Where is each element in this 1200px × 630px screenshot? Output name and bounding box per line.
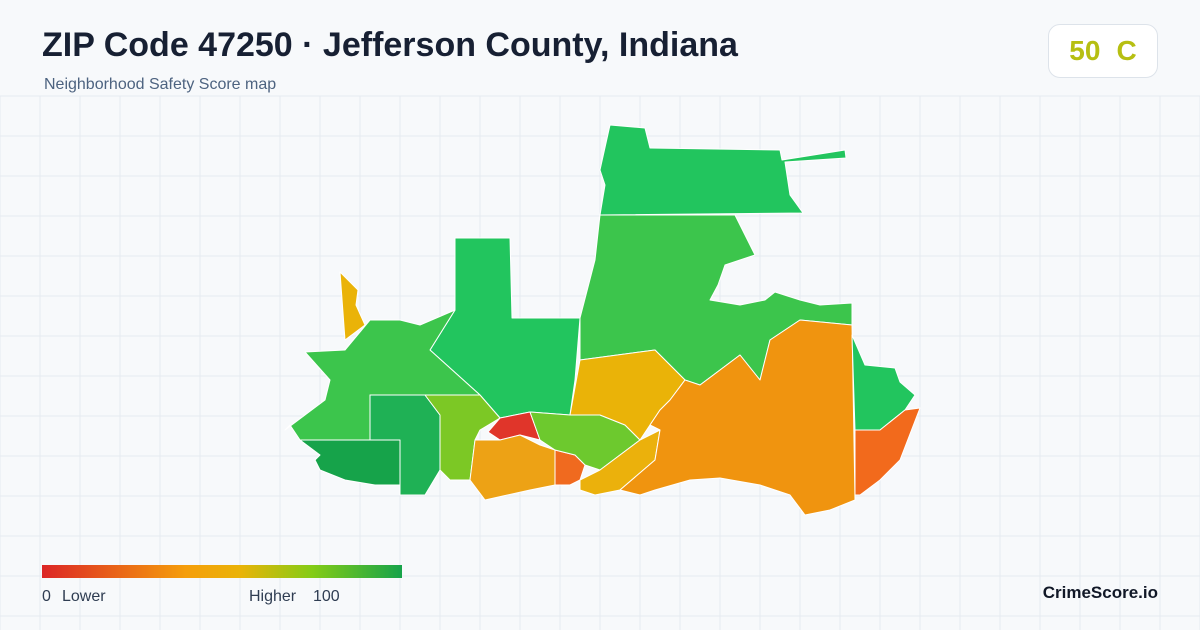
title: ZIP Code 47250 · Jefferson County, India…	[42, 26, 738, 64]
region	[299, 439, 401, 486]
region	[854, 407, 921, 496]
score-value: 50	[1069, 35, 1101, 66]
legend-max: 100	[313, 588, 340, 605]
region	[619, 319, 856, 516]
region	[599, 124, 847, 216]
legend-min: 0	[42, 588, 51, 605]
map-regions	[284, 124, 921, 516]
subtitle: Neighborhood Safety Score map	[44, 76, 277, 93]
region	[339, 271, 366, 341]
legend-gradient	[42, 565, 402, 578]
legend-min-label: Lower	[62, 588, 106, 605]
score-grade: C	[1116, 35, 1137, 66]
score-badge: 50 C	[1048, 24, 1158, 78]
legend-max-label: Higher	[249, 588, 297, 605]
brand: CrimeScore.io	[1042, 583, 1158, 602]
region	[469, 434, 556, 501]
